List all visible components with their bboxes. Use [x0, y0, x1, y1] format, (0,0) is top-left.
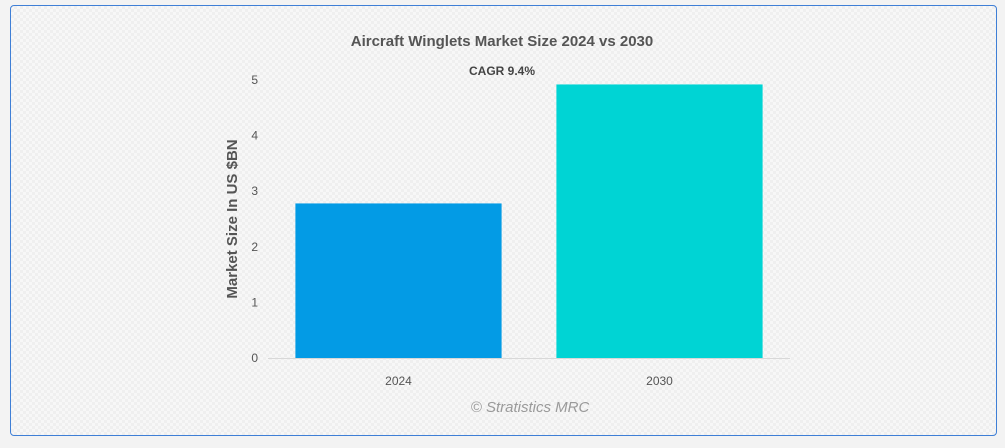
y-axis-label: Market Size In US $BN [224, 139, 241, 298]
cagr-annotation: CAGR 9.4% [469, 64, 535, 78]
y-tick-label: 3 [251, 184, 258, 198]
credit-text: © Stratistics MRC [471, 399, 590, 416]
y-tick-label: 5 [251, 73, 258, 87]
x-tick-label: 2024 [385, 374, 412, 388]
y-tick-label: 4 [251, 129, 258, 143]
y-tick-label: 1 [251, 295, 258, 309]
y-tick-label: 0 [251, 351, 258, 365]
bar-2030 [556, 84, 763, 358]
chart-frame [10, 5, 997, 436]
x-tick-label: 2030 [646, 374, 673, 388]
y-tick-label: 2 [251, 240, 258, 254]
chart-title: Aircraft Winglets Market Size 2024 vs 20… [351, 33, 654, 50]
bar-2024 [295, 203, 502, 358]
